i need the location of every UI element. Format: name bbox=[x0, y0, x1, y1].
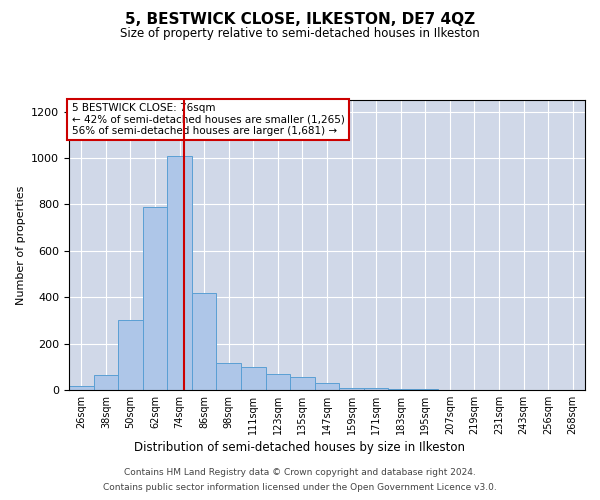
Bar bbox=[339, 388, 364, 390]
Bar bbox=[290, 377, 315, 390]
Text: Contains HM Land Registry data © Crown copyright and database right 2024.: Contains HM Land Registry data © Crown c… bbox=[124, 468, 476, 477]
Bar bbox=[69, 386, 94, 390]
Bar bbox=[241, 367, 266, 390]
Bar bbox=[94, 375, 118, 390]
Bar bbox=[192, 292, 217, 390]
Text: Size of property relative to semi-detached houses in Ilkeston: Size of property relative to semi-detach… bbox=[120, 28, 480, 40]
Bar bbox=[118, 320, 143, 390]
Text: 5 BESTWICK CLOSE: 76sqm
← 42% of semi-detached houses are smaller (1,265)
56% of: 5 BESTWICK CLOSE: 76sqm ← 42% of semi-de… bbox=[71, 103, 344, 136]
Text: 5, BESTWICK CLOSE, ILKESTON, DE7 4QZ: 5, BESTWICK CLOSE, ILKESTON, DE7 4QZ bbox=[125, 12, 475, 28]
Bar bbox=[217, 364, 241, 390]
Bar bbox=[364, 388, 388, 390]
Bar bbox=[266, 374, 290, 390]
Bar bbox=[143, 206, 167, 390]
Bar bbox=[413, 389, 437, 390]
Bar bbox=[167, 156, 192, 390]
Bar bbox=[315, 383, 339, 390]
Y-axis label: Number of properties: Number of properties bbox=[16, 186, 26, 304]
Text: Contains public sector information licensed under the Open Government Licence v3: Contains public sector information licen… bbox=[103, 483, 497, 492]
Bar bbox=[388, 388, 413, 390]
Text: Distribution of semi-detached houses by size in Ilkeston: Distribution of semi-detached houses by … bbox=[134, 441, 466, 454]
